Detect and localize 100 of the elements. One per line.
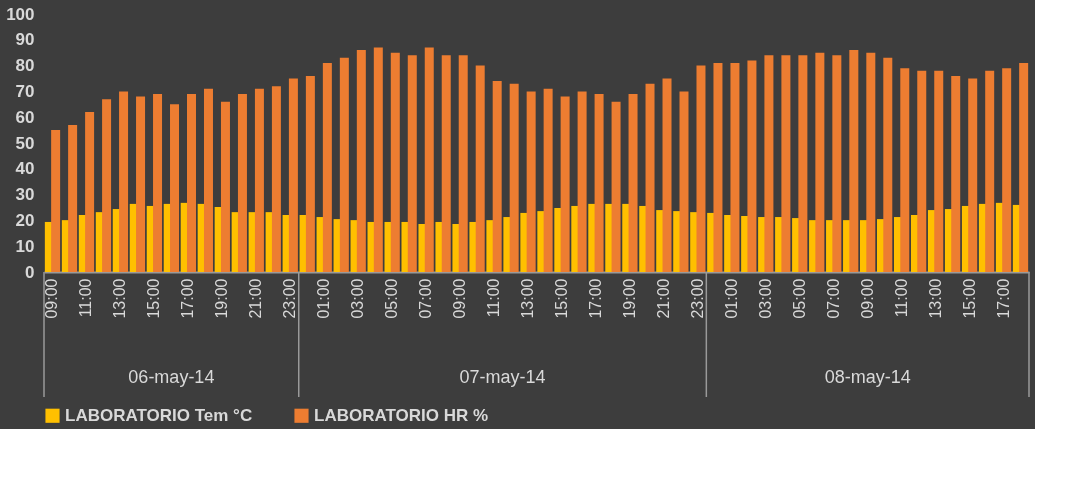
bar [390, 52, 400, 272]
y-tick-label: 70 [15, 81, 35, 101]
bar [220, 101, 230, 272]
bar [85, 112, 95, 272]
bar [815, 52, 825, 272]
bar [832, 55, 842, 272]
bar [560, 96, 570, 272]
bar [968, 78, 978, 272]
x-tick-label: 17:00 [994, 278, 1012, 319]
y-tick-label: 30 [15, 185, 35, 205]
legend-label: LABORATORIO HR % [314, 405, 489, 425]
bar [203, 88, 213, 272]
x-tick-label: 15:00 [960, 278, 978, 319]
x-tick-label: 11:00 [77, 278, 95, 318]
x-tick-label: 19:00 [620, 278, 638, 319]
bar [764, 55, 774, 272]
text: 08-may-14 [824, 367, 911, 387]
x-tick-label: 13:00 [111, 278, 129, 319]
x-tick-label: 01:00 [315, 278, 333, 319]
bar [611, 101, 621, 272]
legend-label: LABORATORIO Tem °C [65, 405, 253, 425]
bar [288, 78, 298, 272]
bar [170, 104, 180, 272]
bar [475, 65, 485, 272]
bar [866, 52, 876, 272]
y-tick-label: 60 [15, 107, 35, 127]
x-tick-label: 13:00 [926, 278, 944, 319]
x-tick-label: 07:00 [824, 278, 842, 319]
bar [730, 63, 740, 272]
x-tick-label: 03:00 [756, 278, 774, 319]
bar [424, 47, 434, 272]
bar [339, 57, 349, 272]
bar [934, 70, 944, 272]
bar [1019, 63, 1029, 272]
bar [322, 63, 332, 272]
y-tick-label: 100 [6, 4, 35, 24]
bar [747, 60, 757, 272]
x-tick-label: 13:00 [519, 278, 537, 319]
x-tick-label: 07:00 [417, 278, 435, 319]
x-tick-label: 17:00 [179, 278, 197, 319]
x-tick-label: 01:00 [722, 278, 740, 319]
bar [985, 70, 995, 272]
bar [951, 75, 961, 272]
bar [305, 75, 315, 272]
bar [594, 93, 604, 272]
bar [153, 93, 163, 272]
bar [900, 68, 910, 272]
y-tick-label: 90 [15, 30, 35, 50]
bar [187, 93, 196, 272]
bar [492, 81, 502, 272]
bar [119, 91, 129, 272]
bar [679, 91, 689, 272]
x-tick-label: 09:00 [43, 278, 61, 319]
x-tick-label: 17:00 [586, 278, 604, 319]
x-tick-label: 23:00 [281, 278, 299, 319]
x-tick-label: 21:00 [247, 278, 265, 319]
bar [68, 124, 78, 272]
x-tick-label: 15:00 [145, 278, 163, 319]
bar [136, 96, 146, 272]
y-tick-label: 10 [15, 236, 35, 256]
y-tick-label: 50 [15, 133, 35, 153]
x-tick-label: 09:00 [858, 278, 876, 319]
y-tick-label: 20 [15, 210, 35, 230]
y-tick-label: 80 [15, 56, 35, 76]
bar [696, 65, 706, 272]
bar [781, 55, 791, 272]
x-tick-label: 09:00 [451, 278, 469, 319]
bar [356, 50, 366, 272]
bar [51, 130, 61, 272]
bar [237, 93, 247, 272]
bar [577, 91, 587, 272]
bar [407, 55, 417, 272]
bar [102, 99, 112, 272]
bar [849, 50, 859, 272]
bar [662, 78, 672, 272]
bar [1002, 68, 1012, 272]
y-tick-label: 40 [15, 159, 35, 179]
bar [917, 70, 927, 272]
x-tick-label: 15:00 [552, 278, 570, 319]
bar [798, 55, 808, 272]
bar [543, 88, 553, 272]
bar [373, 47, 383, 272]
x-tick-label: 11:00 [892, 278, 910, 318]
x-tick-label: 23:00 [688, 278, 706, 319]
bar [458, 55, 468, 272]
x-tick-label: 03:00 [349, 278, 367, 319]
bar [713, 63, 723, 272]
bar [526, 91, 536, 272]
y-tick-label: 0 [25, 262, 35, 282]
x-tick-label: 05:00 [383, 278, 401, 319]
bar [441, 55, 451, 272]
bar [628, 93, 638, 272]
bar [509, 83, 519, 272]
x-tick-label: 11:00 [485, 278, 503, 318]
bar [883, 57, 893, 272]
bar [271, 86, 281, 272]
x-tick-label: 05:00 [790, 278, 808, 319]
bar [645, 83, 655, 272]
text: 06-may-14 [128, 367, 215, 387]
x-tick-label: 19:00 [213, 278, 231, 319]
